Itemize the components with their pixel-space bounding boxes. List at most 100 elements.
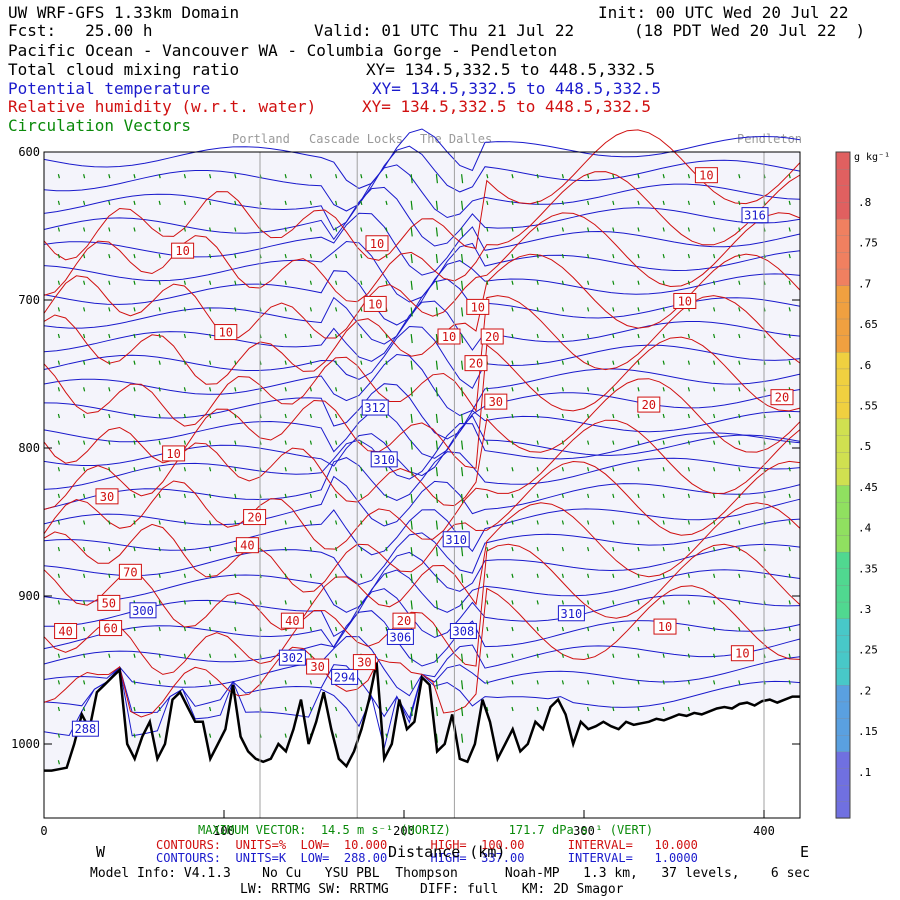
circulation-vector (335, 360, 338, 365)
circulation-vector (385, 573, 388, 578)
rh-label: 50 (102, 596, 116, 610)
colorbar-frame (835, 151, 851, 819)
y-tick-label: 600 (18, 145, 40, 159)
circulation-vector (57, 440, 60, 445)
circulation-vector (385, 653, 388, 658)
rh-label: 10 (735, 647, 749, 661)
colorbar-label: .15 (858, 725, 878, 738)
circulation-vector (486, 174, 489, 179)
circulation-vector (662, 333, 665, 339)
rh-contour (43, 543, 801, 675)
circulation-vector (461, 174, 464, 184)
circulation-vector (385, 440, 388, 445)
circulation-vector (511, 307, 514, 312)
circulation-vector (360, 360, 363, 365)
y-tick-label: 1000 (11, 737, 40, 751)
circulation-vector (108, 467, 111, 472)
circulation-vector (309, 520, 312, 525)
circulation-vector (335, 626, 338, 632)
circulation-vector (486, 413, 489, 419)
circulation-vector (788, 440, 791, 445)
colorbar-label: .1 (858, 766, 871, 779)
circulation-vector (183, 413, 186, 419)
colorbar-cell (835, 368, 851, 386)
circulation-vector (687, 413, 690, 419)
circulation-vector (183, 227, 186, 232)
circulation-vector (158, 706, 161, 712)
circulation-vector (435, 333, 438, 344)
circulation-vector (234, 573, 237, 578)
circulation-vector (108, 333, 111, 339)
circulation-vector (158, 174, 161, 179)
circulation-vector (461, 360, 464, 370)
circulation-vector (385, 467, 388, 472)
circulation-vector (662, 467, 665, 472)
circulation-vector (461, 254, 464, 264)
circulation-vector (637, 520, 640, 525)
circulation-vector (587, 520, 590, 525)
circulation-vector (435, 360, 438, 370)
rh-label-box (392, 612, 416, 629)
circulation-vector (435, 627, 438, 637)
circulation-vector (83, 200, 86, 205)
circulation-vector (360, 520, 363, 525)
colorbar-cell (835, 751, 851, 769)
circulation-vector (511, 547, 514, 552)
circulation-vector (209, 307, 212, 312)
circulation-vector (209, 360, 212, 365)
circulation-vector (83, 413, 86, 419)
theta-contour (43, 212, 801, 276)
circulation-vector (133, 733, 136, 738)
model-title: UW WRF-GFS 1.33km Domain (8, 3, 240, 22)
circulation-vector (486, 600, 489, 605)
theta-contour (43, 260, 801, 326)
circulation-vector (561, 280, 564, 285)
theta-contour (43, 409, 801, 459)
circulation-vector (511, 493, 514, 499)
circulation-vector (410, 254, 413, 264)
theta-label-box (386, 628, 414, 645)
circulation-vector (435, 440, 438, 450)
circulation-vector (738, 227, 741, 232)
colorbar-label: .3 (858, 603, 871, 616)
terrain-fill (44, 662, 800, 818)
circulation-vector (687, 467, 690, 472)
circulation-vector (536, 440, 539, 445)
theta-contour (43, 325, 801, 390)
circulation-vector (309, 280, 312, 285)
circulation-vector (612, 360, 615, 365)
rh-label-box (118, 563, 142, 580)
circulation-vector (561, 440, 564, 445)
rh-label: 20 (247, 511, 261, 525)
circulation-vector (713, 200, 716, 205)
circulation-vector (410, 227, 413, 237)
circulation-vector (713, 440, 716, 445)
circulation-vector (335, 280, 338, 285)
circulation-vector (360, 413, 363, 419)
circulation-vector (158, 733, 161, 738)
circulation-vector (385, 706, 388, 712)
circulation-vector (587, 227, 590, 232)
circulation-vector (284, 573, 287, 578)
circulation-vector (536, 200, 539, 205)
circulation-vector (637, 493, 640, 499)
circulation-vector (486, 626, 489, 632)
circulation-vector (335, 307, 338, 312)
circulation-vector (234, 626, 237, 632)
circulation-vector (612, 600, 615, 605)
circulation-vector (133, 680, 136, 685)
circulation-vector (385, 253, 388, 259)
circulation-vector (435, 307, 438, 317)
rh-label-box (637, 396, 661, 413)
circulation-vector (209, 253, 212, 259)
x-tick-label: 0 (40, 824, 47, 838)
rh-label-box (694, 167, 718, 184)
circulation-vector (587, 387, 590, 392)
max-vector: MAXIMUM VECTOR: 14.5 m s⁻¹ (HORIZ) 171.7… (198, 823, 654, 837)
circulation-vector (561, 200, 564, 205)
circulation-vector (335, 174, 338, 179)
circulation-vector (561, 333, 564, 339)
circulation-vector (687, 626, 690, 632)
circulation-vector (738, 174, 741, 179)
circulation-vector (536, 280, 539, 285)
